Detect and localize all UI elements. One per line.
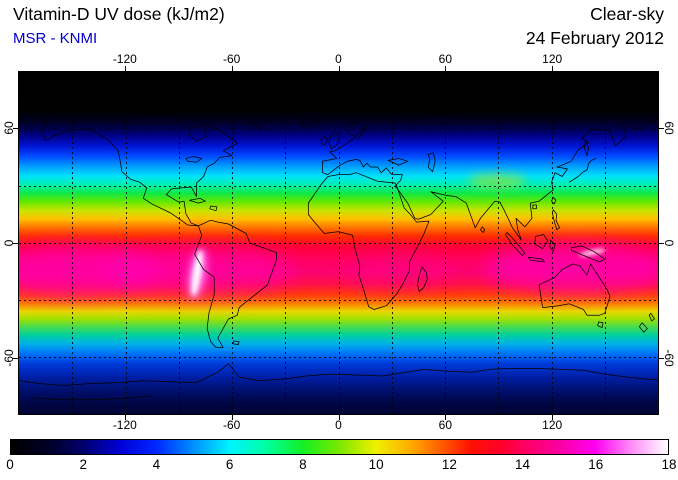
colorbar-tick-label: 10 (368, 457, 384, 472)
longitude-axis-bottom: -120 -60 0 60 120 (18, 419, 659, 432)
colorbar-tick-label: 4 (152, 457, 161, 472)
lon-tick-mark-bottom (445, 415, 447, 420)
coast-ireland (321, 137, 328, 146)
latitude-axis-right: 60 0 -60 (661, 71, 678, 415)
coast-sri-lanka (481, 227, 485, 233)
lat-tick-label-right: -60 (662, 348, 676, 367)
lon-tick-label-top: 0 (335, 52, 342, 66)
lat-tick-label-right: 60 (662, 121, 676, 136)
graticule-parallel (19, 186, 658, 187)
colorbar-tick-label: 6 (225, 457, 234, 472)
lon-tick-label-bottom: -60 (222, 418, 241, 432)
coast-caspian-sea (428, 153, 435, 172)
equatorial-uv-max-indian-ocean (344, 253, 454, 290)
graticule-parallel (19, 357, 658, 358)
lon-tick-mark-bottom (124, 415, 126, 420)
plot-title: Vitamin-D UV dose (kJ/m2) (13, 4, 225, 24)
lon-tick-mark-bottom (231, 415, 233, 420)
coast-hispaniola (210, 206, 217, 211)
uv-dose-colorbar (10, 439, 669, 455)
lat-tick-mark-right (659, 128, 664, 130)
coast-great-lakes (186, 157, 202, 163)
graticule-parallel (19, 129, 658, 130)
coast-south-america (195, 220, 277, 347)
lon-tick-label-bottom: -120 (112, 418, 137, 432)
coast-australia (539, 264, 610, 315)
coast-ross-ice-shelf (33, 396, 152, 400)
lon-tick-mark-top (552, 66, 554, 71)
coast-hainan (533, 205, 537, 209)
graticule-grid (19, 72, 658, 414)
graticule-parallel (19, 243, 658, 244)
lat-tick-mark-left (13, 128, 18, 130)
coast-tasmania (598, 322, 603, 328)
colorbar-tick-label: 8 (299, 457, 307, 472)
lon-tick-mark-top (231, 66, 233, 71)
data-source-label: MSR - KNMI (13, 30, 98, 47)
coast-madagascar (417, 267, 427, 292)
world-uv-dose-map (18, 71, 659, 415)
colorbar-tick-label: 16 (588, 457, 604, 472)
coast-africa (308, 173, 429, 310)
coast-novaya-zemlya (433, 100, 445, 115)
coast-british-isles (329, 132, 340, 149)
colorbar-tick-label: 2 (79, 457, 87, 472)
coast-philippines (552, 210, 559, 230)
lon-tick-mark-top (124, 66, 126, 71)
coast-new-zealand-south (639, 323, 647, 333)
graticule-parallel (19, 300, 658, 301)
lon-tick-label-top: -120 (112, 52, 137, 66)
colorbar-tick-label: 18 (661, 457, 677, 472)
coast-cuba (189, 198, 205, 203)
coast-new-zealand-north (649, 313, 654, 321)
longitude-ticks-top (18, 66, 659, 71)
longitude-axis-top: -120 -60 0 60 120 (18, 53, 659, 66)
coast-japan (569, 158, 596, 182)
lon-tick-label-bottom: 0 (335, 418, 342, 432)
lat-tick-label-right: 0 (662, 239, 676, 247)
lon-tick-mark-top (445, 66, 447, 71)
coast-borneo (535, 234, 548, 248)
lat-tick-mark-right (659, 357, 664, 359)
coast-sumatra (505, 233, 525, 256)
lat-tick-mark-right (659, 243, 664, 244)
lon-tick-mark-bottom (338, 415, 340, 420)
coast-eurasia (323, 98, 658, 241)
latitude-ticks-left (13, 71, 18, 415)
colorbar-tick-label: 0 (6, 457, 14, 472)
lon-tick-label-top: -60 (222, 52, 241, 66)
lon-tick-label-top: 60 (438, 52, 453, 66)
coast-black-sea (388, 158, 408, 165)
lon-tick-label-bottom: 60 (438, 418, 453, 432)
coast-sakhalin (584, 140, 588, 155)
longitude-ticks-bottom (18, 415, 659, 420)
coast-new-guinea (571, 246, 605, 262)
lon-tick-mark-bottom (552, 415, 554, 420)
colorbar-scale-labels: 0 2 4 6 8 10 12 14 16 18 (6, 457, 676, 473)
colorbar-tick-label: 14 (515, 457, 531, 472)
colorbar-tick-label: 12 (441, 457, 457, 472)
lon-tick-label-bottom: 120 (542, 418, 563, 432)
coast-svalbard (362, 93, 371, 99)
date-label: 24 February 2012 (525, 28, 664, 48)
uv-dose-local-features (19, 72, 658, 414)
lon-tick-mark-top (338, 66, 340, 71)
latitude-ticks-right (659, 71, 664, 415)
coast-falklands (233, 341, 239, 345)
lat-tick-mark-left (13, 357, 18, 359)
lon-tick-label-top: 120 (542, 52, 563, 66)
lat-tick-mark-left (13, 243, 18, 244)
coastlines (19, 72, 658, 414)
coast-java (528, 257, 544, 262)
tibet-elevated-uv-patch (468, 173, 526, 188)
coast-iceland (301, 119, 317, 127)
coast-hudson-bay (189, 126, 207, 141)
coast-antarctica (19, 364, 658, 386)
coast-north-america (42, 109, 237, 226)
sky-condition-label: Clear-sky (590, 4, 664, 24)
coast-baltic (356, 125, 367, 138)
